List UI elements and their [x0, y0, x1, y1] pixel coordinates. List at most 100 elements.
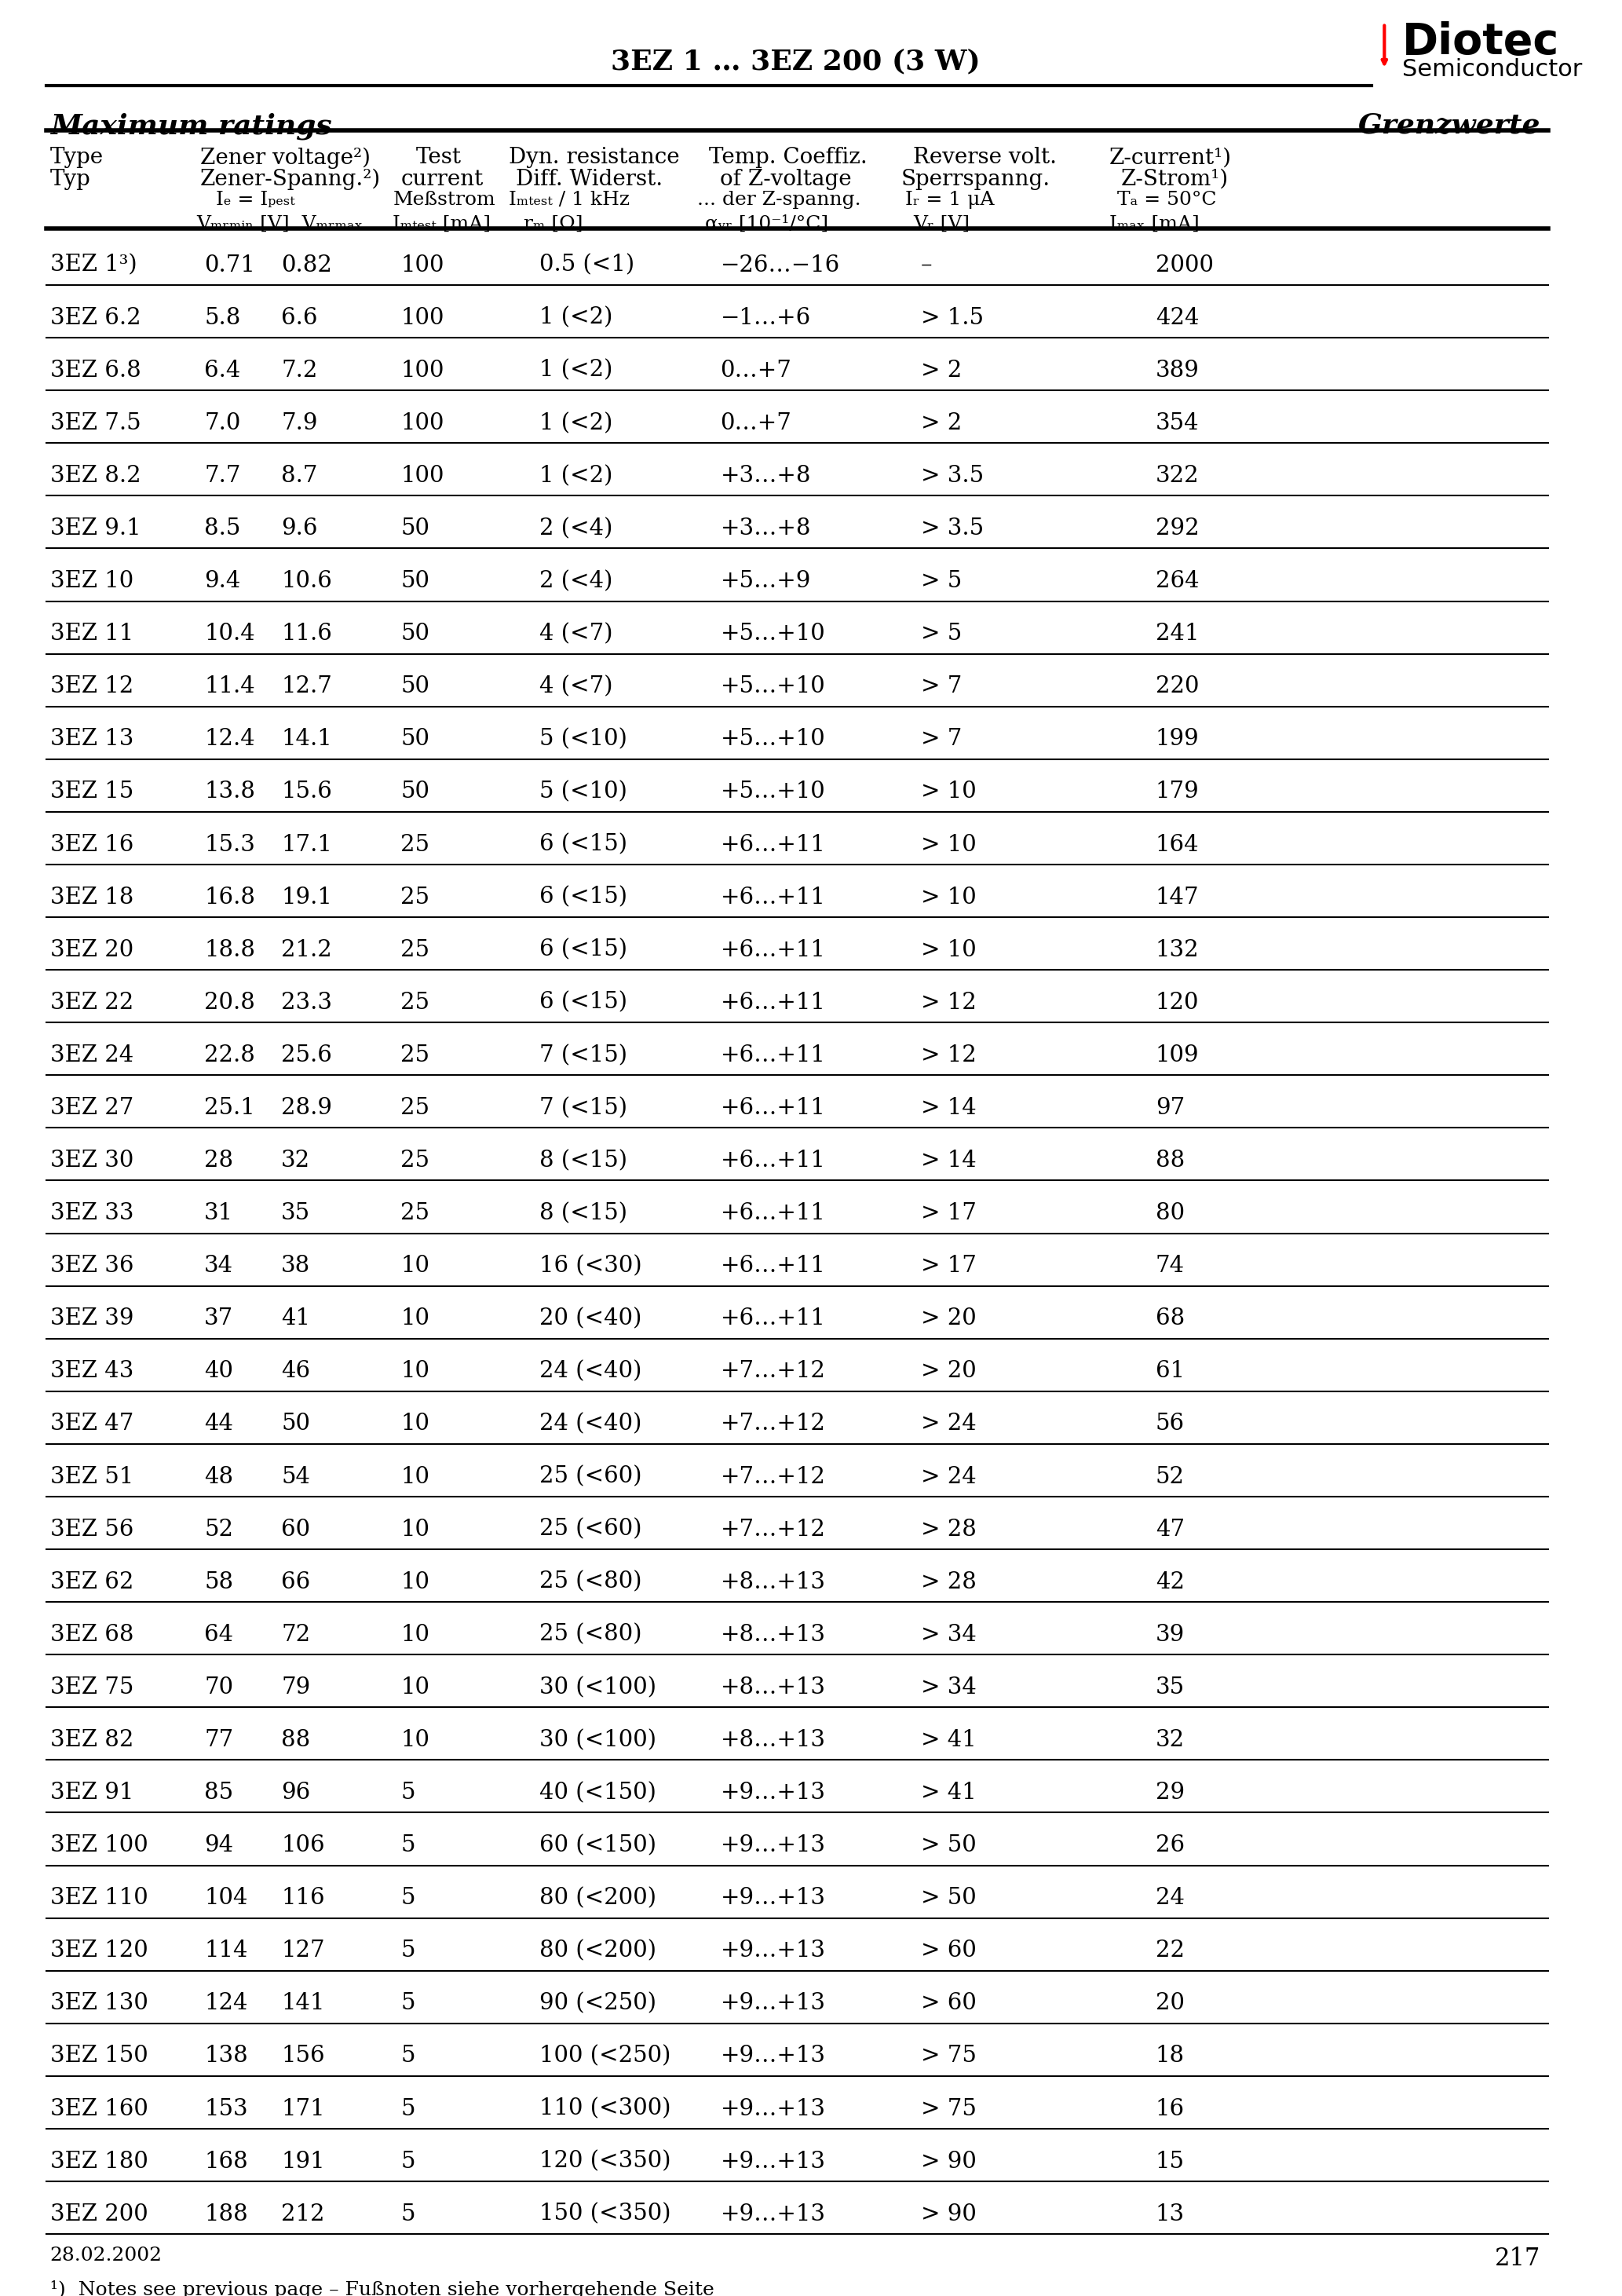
- Text: 0.5 (<1): 0.5 (<1): [539, 255, 634, 276]
- Text: 20: 20: [1155, 1993, 1184, 2014]
- Text: 88: 88: [281, 1729, 310, 1752]
- Text: +3…+8: +3…+8: [720, 517, 811, 540]
- Text: 1 (<2): 1 (<2): [539, 464, 613, 487]
- Text: 3EZ 1 … 3EZ 200 (3 W): 3EZ 1 … 3EZ 200 (3 W): [611, 48, 981, 76]
- Text: 110 (<300): 110 (<300): [539, 2099, 672, 2119]
- Text: Test: Test: [415, 147, 462, 168]
- Text: 100: 100: [401, 411, 444, 434]
- Text: 354: 354: [1155, 411, 1199, 434]
- Text: 80: 80: [1155, 1203, 1184, 1224]
- Text: 0.71: 0.71: [204, 255, 255, 276]
- Text: > 50: > 50: [921, 1835, 976, 1857]
- Text: 153: 153: [204, 2099, 248, 2119]
- Text: +5…+10: +5…+10: [720, 728, 826, 751]
- Text: 3EZ 27: 3EZ 27: [50, 1097, 133, 1118]
- Text: > 5: > 5: [921, 622, 962, 645]
- Text: 8.5: 8.5: [204, 517, 240, 540]
- Text: 3EZ 120: 3EZ 120: [50, 1940, 148, 1961]
- Text: Z-current¹): Z-current¹): [1109, 147, 1233, 168]
- Text: 68: 68: [1155, 1309, 1184, 1329]
- Text: Temp. Coeffiz.: Temp. Coeffiz.: [709, 147, 868, 168]
- Text: +6…+11: +6…+11: [720, 833, 826, 856]
- Text: 74: 74: [1155, 1256, 1184, 1277]
- Text: 48: 48: [204, 1465, 234, 1488]
- Text: 156: 156: [281, 2046, 324, 2066]
- Text: 168: 168: [204, 2151, 248, 2172]
- Text: 50: 50: [401, 675, 430, 698]
- Text: +6…+11: +6…+11: [720, 939, 826, 960]
- Text: 25: 25: [401, 886, 430, 909]
- Text: 3EZ 130: 3EZ 130: [50, 1993, 148, 2014]
- Text: 0…+7: 0…+7: [720, 411, 792, 434]
- Text: 164: 164: [1155, 833, 1199, 856]
- Text: 52: 52: [204, 1518, 234, 1541]
- Text: 23.3: 23.3: [281, 992, 333, 1013]
- Text: 50: 50: [401, 569, 430, 592]
- Text: +9…+13: +9…+13: [720, 2046, 826, 2066]
- Text: Typ: Typ: [50, 170, 91, 191]
- Text: 56: 56: [1155, 1412, 1184, 1435]
- Text: > 24: > 24: [921, 1465, 976, 1488]
- Text: 41: 41: [281, 1309, 310, 1329]
- Text: +6…+11: +6…+11: [720, 1309, 826, 1329]
- Text: −26…−16: −26…−16: [720, 255, 840, 276]
- Text: 0.82: 0.82: [281, 255, 333, 276]
- Text: +9…+13: +9…+13: [720, 1835, 826, 1857]
- Text: 25 (<60): 25 (<60): [539, 1518, 642, 1541]
- Text: > 50: > 50: [921, 1887, 976, 1908]
- Text: 37: 37: [204, 1309, 234, 1329]
- Text: 21.2: 21.2: [281, 939, 333, 960]
- Text: 3EZ 1³): 3EZ 1³): [50, 255, 136, 276]
- Text: > 2: > 2: [921, 411, 962, 434]
- Text: > 10: > 10: [921, 781, 976, 804]
- Text: > 7: > 7: [921, 728, 962, 751]
- Text: 13: 13: [1155, 2204, 1184, 2225]
- Text: of Z-voltage: of Z-voltage: [720, 170, 852, 191]
- Text: 10: 10: [401, 1256, 430, 1277]
- Text: 3EZ 91: 3EZ 91: [50, 1782, 133, 1805]
- Text: 424: 424: [1155, 308, 1199, 328]
- Text: 127: 127: [281, 1940, 324, 1961]
- Text: 26: 26: [1155, 1835, 1184, 1857]
- Text: 3EZ 150: 3EZ 150: [50, 2046, 148, 2066]
- Text: 22.8: 22.8: [204, 1045, 255, 1065]
- Text: 3EZ 47: 3EZ 47: [50, 1412, 133, 1435]
- Text: 24: 24: [1155, 1887, 1184, 1908]
- Text: 28: 28: [204, 1150, 234, 1171]
- Text: 22: 22: [1155, 1940, 1184, 1961]
- Text: 191: 191: [281, 2151, 324, 2172]
- Text: 100: 100: [401, 360, 444, 381]
- Text: Type: Type: [50, 147, 104, 168]
- Text: 3EZ 7.5: 3EZ 7.5: [50, 411, 141, 434]
- Text: Vᵣ [V]: Vᵣ [V]: [913, 216, 970, 234]
- Text: 3EZ 43: 3EZ 43: [50, 1359, 133, 1382]
- Text: 106: 106: [281, 1835, 324, 1857]
- Text: Z-Strom¹): Z-Strom¹): [1121, 170, 1228, 191]
- Text: 24 (<40): 24 (<40): [539, 1412, 642, 1435]
- Text: 0…+7: 0…+7: [720, 360, 792, 381]
- Text: 3EZ 16: 3EZ 16: [50, 833, 133, 856]
- Text: 3EZ 100: 3EZ 100: [50, 1835, 148, 1857]
- Text: 3EZ 33: 3EZ 33: [50, 1203, 133, 1224]
- Text: ¹)  Notes see previous page – Fußnoten siehe vorhergehende Seite: ¹) Notes see previous page – Fußnoten si…: [50, 2280, 714, 2296]
- Text: 7.2: 7.2: [281, 360, 318, 381]
- Text: +7…+12: +7…+12: [720, 1465, 826, 1488]
- Text: 70: 70: [204, 1676, 234, 1699]
- Text: 3EZ 15: 3EZ 15: [50, 781, 133, 804]
- Text: +6…+11: +6…+11: [720, 886, 826, 909]
- Text: 7.7: 7.7: [204, 464, 240, 487]
- Text: Grenzwerte: Grenzwerte: [1358, 113, 1541, 140]
- Text: 66: 66: [281, 1570, 310, 1593]
- Text: 97: 97: [1155, 1097, 1184, 1118]
- Text: 199: 199: [1155, 728, 1199, 751]
- Text: 3EZ 12: 3EZ 12: [50, 675, 133, 698]
- Text: 20 (<40): 20 (<40): [539, 1309, 642, 1329]
- Text: 3EZ 82: 3EZ 82: [50, 1729, 133, 1752]
- Text: 7.9: 7.9: [281, 411, 318, 434]
- Text: 5: 5: [401, 2099, 415, 2119]
- Text: > 14: > 14: [921, 1097, 976, 1118]
- Text: 3EZ 20: 3EZ 20: [50, 939, 133, 960]
- Text: 7 (<15): 7 (<15): [539, 1097, 628, 1118]
- Text: +9…+13: +9…+13: [720, 2099, 826, 2119]
- Text: 13.8: 13.8: [204, 781, 255, 804]
